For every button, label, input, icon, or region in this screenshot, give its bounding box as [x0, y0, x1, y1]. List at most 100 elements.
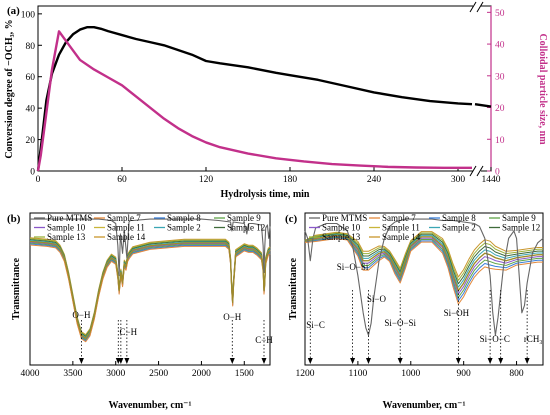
legend-entry: Sample 7 [107, 213, 141, 223]
c-y-axis-title: Transmittance [288, 257, 299, 320]
sample-spectrum-3 [30, 243, 270, 340]
c-peak-label: Si−O−Si [384, 318, 416, 328]
legend-entry: Sample 9 [502, 213, 536, 223]
panel-b-label: (b) [7, 213, 21, 225]
b-peak-label: O−H [72, 310, 91, 320]
c-peak-arrow [366, 358, 371, 364]
legend-entry: Sample 2 [167, 223, 201, 233]
legend-entry: Sample 13 [322, 232, 361, 242]
legend-entry: Sample 12 [227, 223, 265, 233]
b-peak-arrow [262, 358, 267, 364]
legend-entry: Sample 14 [382, 232, 421, 242]
b-x-tick-label: 4000 [21, 369, 40, 379]
legend-entry: Sample 11 [382, 223, 420, 233]
c-x-tick-label: 1100 [349, 369, 368, 379]
a-series-line-left [38, 27, 472, 171]
b-x-axis: 4000 3500 3000 2500 2000 1500 [21, 361, 255, 379]
a-left-tick-label: 80 [26, 42, 36, 52]
c-peak-arrow [525, 358, 530, 364]
c-peak-label: Si−O−Si [337, 262, 369, 272]
b-peak-label: C−H [119, 327, 137, 337]
legend-entry: Sample 10 [47, 223, 86, 233]
a-left-tick-label: 40 [26, 105, 36, 115]
legend-entry: Pure MTMS [47, 213, 92, 223]
a-left-tick-label: 0 [30, 168, 35, 178]
c-x-tick-label: 900 [457, 369, 472, 379]
panel-b: (b) O−HC−HO−HC−H Pure MTMS Sample 7 Sample… [7, 213, 273, 411]
a-right-axis: 0 10 20 30 40 50 [487, 6, 505, 178]
a-right-tick-label: 40 [495, 41, 505, 51]
legend-entry: Sample 8 [442, 213, 476, 223]
c-peak-arrow [498, 358, 503, 364]
a-right-tick-label: 30 [495, 72, 505, 82]
legend-entry: Sample 10 [322, 223, 361, 233]
legend-entry: Sample 9 [227, 213, 261, 223]
a-x-axis-title: Hydrolysis time, min [221, 189, 310, 200]
a-x-tick-label: 300 [451, 175, 466, 185]
b-x-tick-label: 1500 [235, 369, 254, 379]
a-right-axis-title: Colloidal particle size, nm [537, 33, 548, 145]
legend-entry: Sample 11 [107, 223, 145, 233]
a-left-tick-label: 20 [26, 136, 36, 146]
b-x-tick-label: 2500 [149, 369, 168, 379]
b-y-axis-title: Transmittance [11, 257, 22, 320]
a-x-tick-label: 0 [36, 175, 41, 185]
c-x-axis-title: Wavenumber, cm⁻¹ [383, 400, 466, 411]
sample-spectrum-2 [30, 244, 270, 341]
b-x-tick-label: 3500 [63, 369, 82, 379]
legend-entry: Sample 2 [442, 223, 476, 233]
a-series-tail-left [475, 104, 491, 106]
b-x-tick-label: 2000 [192, 369, 211, 379]
a-x-axis: 0 60 120 180 240 300 1440 [36, 167, 501, 185]
sample-spectrum-main [30, 241, 270, 338]
c-peak-arrow [488, 358, 493, 364]
c-peak-label: rCH₃ [524, 334, 543, 344]
panel-a-label: (a) [7, 5, 20, 17]
b-peak-arrow [79, 358, 84, 364]
panel-a: (a) 0 20 40 60 80 100 0 10 20 30 40 50 0 60 120 180 24… [4, 2, 548, 200]
c-peak-label: Si−O−C [480, 334, 510, 344]
sample-spectrum-6 [30, 240, 270, 337]
legend-entry: Sample 7 [382, 213, 416, 223]
c-peak-arrow [308, 358, 313, 364]
b-peak-markers [79, 320, 267, 364]
a-right-tick-label: 20 [495, 104, 505, 114]
c-peak-arrow [350, 358, 355, 364]
c-x-tick-label: 1200 [296, 369, 315, 379]
c-x-axis: 1200 1100 1000 900 800 [296, 361, 524, 379]
sample-spectrum-4 [30, 242, 270, 339]
a-x-tick-label: 120 [199, 175, 214, 185]
legend-entry: Sample 12 [502, 223, 540, 233]
b-peak-label: O−H [223, 312, 242, 322]
a-right-tick-label: 10 [495, 136, 505, 146]
legend-entry: Sample 14 [107, 232, 146, 242]
a-x-tick-label: 1440 [482, 175, 501, 185]
a-left-tick-label: 60 [26, 73, 36, 83]
b-peak-arrow [124, 358, 129, 364]
c-peak-label: Si−OH [444, 308, 470, 318]
b-x-axis-title: Wavenumber, cm⁻¹ [109, 400, 192, 411]
c-peak-arrow [456, 358, 461, 364]
b-annotations: O−H C−H O−H C−H [72, 310, 273, 345]
legend-entry: Sample 8 [167, 213, 201, 223]
b-x-tick-label: 3000 [106, 369, 125, 379]
c-x-tick-label: 1000 [401, 369, 420, 379]
panel-c: (c) Si−C Si−O−Si Si−O Si−O−Si Si−OH Si−O−C rCH… [285, 213, 543, 411]
a-series-line-right [38, 31, 472, 171]
c-peak-arrow [398, 358, 403, 364]
legend-entry: Sample 13 [47, 232, 86, 242]
a-series [38, 27, 491, 171]
a-left-tick-label: 100 [21, 10, 36, 20]
a-left-axis-title: Conversion degree of −OCH₃, % [4, 19, 15, 158]
c-peak-label: Si−C [306, 320, 325, 330]
a-x-tick-label: 240 [367, 175, 382, 185]
a-right-tick-label: 50 [495, 9, 505, 19]
c-peak-label: Si−O [367, 294, 387, 304]
b-legend: Pure MTMS Sample 7 Sample 8 Sample 9Sample … [34, 213, 265, 242]
a-left-axis: 0 20 40 60 80 100 [21, 10, 42, 177]
panel-c-label: (c) [285, 213, 298, 225]
c-x-tick-label: 800 [509, 369, 524, 379]
c-legend: Pure MTMS Sample 7 Sample 8 Sample 9Sample … [309, 213, 540, 242]
b-peak-label: C−H [255, 335, 273, 345]
